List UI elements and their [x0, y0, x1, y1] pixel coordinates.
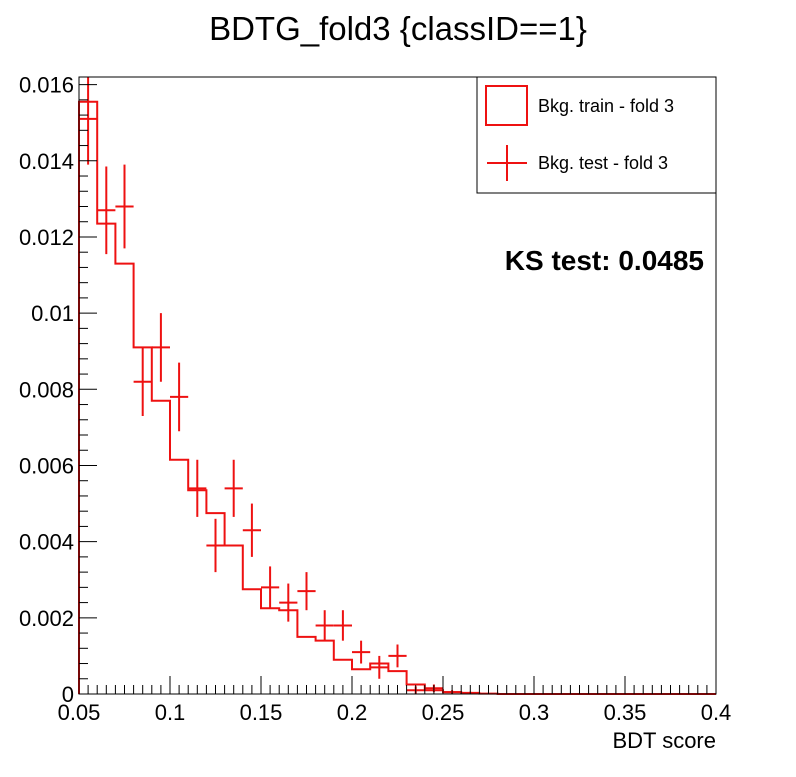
test-point	[370, 655, 389, 679]
y-tick-label: 0.012	[19, 225, 74, 250]
test-point	[206, 518, 225, 573]
legend-test-label: Bkg. test - fold 3	[538, 153, 668, 173]
x-axis-label: BDT score	[612, 728, 716, 753]
test-point	[297, 572, 316, 611]
test-point	[97, 166, 116, 255]
legend: Bkg. train - fold 3 Bkg. test - fold 3	[476, 76, 717, 194]
test-point	[261, 566, 280, 609]
y-tick-label: 0.016	[19, 73, 74, 98]
y-axis: 0 0.002 0.004 0.006 0.008 0.01 0.012 0.014 0.016	[19, 73, 97, 707]
ks-test-annotation: KS test: 0.0485	[505, 245, 704, 276]
legend-train-label: Bkg. train - fold 3	[538, 96, 674, 116]
test-point	[133, 347, 152, 416]
x-axis: 0.05 0.1 0.15 0.2 0.25 0.3 0.35 0.4	[58, 676, 732, 725]
test-point	[352, 640, 371, 664]
y-tick-label: 0.006	[19, 453, 74, 478]
legend-train-marker	[485, 85, 528, 126]
x-tick-label: 0.1	[155, 700, 186, 725]
x-tick-label: 0.2	[337, 700, 368, 725]
test-point	[315, 610, 334, 641]
test-point	[115, 164, 134, 249]
x-tick-label: 0.05	[58, 700, 101, 725]
test-point	[151, 313, 170, 382]
plot-area	[78, 77, 716, 695]
x-tick-label: 0.25	[422, 700, 465, 725]
chart-title: BDTG_fold3 {classID==1}	[209, 10, 587, 47]
legend-box	[476, 76, 717, 194]
x-tick-label: 0.35	[604, 700, 647, 725]
y-tick-label: 0.004	[19, 530, 74, 555]
x-tick-label: 0.4	[701, 700, 732, 725]
test-point	[224, 459, 243, 517]
test-point	[79, 77, 98, 165]
y-tick-label: 0.002	[19, 606, 74, 631]
test-point	[388, 644, 407, 668]
y-tick-label: 0.008	[19, 377, 74, 402]
y-tick-label: 0.014	[19, 149, 74, 174]
y-tick-label: 0.01	[31, 301, 74, 326]
y-tick-label: 0	[62, 682, 74, 707]
test-point	[279, 583, 298, 622]
test-point	[242, 503, 261, 557]
x-tick-label: 0.15	[240, 700, 283, 725]
test-point	[333, 610, 352, 641]
test-point	[188, 459, 207, 517]
x-tick-label: 0.3	[519, 700, 550, 725]
test-point	[170, 362, 189, 432]
